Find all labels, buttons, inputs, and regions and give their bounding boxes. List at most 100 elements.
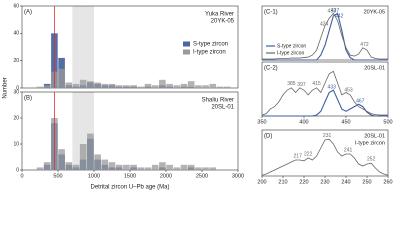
histogram-bar [43, 162, 51, 170]
note: I-type zircon [355, 140, 385, 146]
histogram-bar [137, 167, 145, 170]
histogram-bar [173, 167, 181, 170]
histogram-bar [173, 85, 181, 88]
x-tick-label: 260 [383, 179, 392, 185]
panel-label: (B) [24, 96, 32, 102]
histogram-bar [108, 83, 116, 88]
histogram-bar [187, 164, 195, 170]
histogram-bar [123, 85, 130, 88]
histogram-bar [101, 83, 109, 88]
histogram-bar [36, 167, 44, 170]
x-tick-label: 2000 [160, 173, 172, 179]
x-tick-label: 500 [53, 173, 62, 179]
legend-label: S-type zircon [277, 43, 306, 49]
x-tick-label: 1000 [88, 173, 100, 179]
sample-name: 20SL-01 [211, 105, 234, 111]
legend-label: I-type zircon [277, 50, 304, 56]
sample-name: 20SL-01 [364, 133, 385, 139]
histogram-bar [72, 83, 80, 88]
plot-frame [261, 61, 389, 117]
histogram-bar [87, 81, 94, 88]
histogram-bar [130, 85, 137, 88]
peak-label: 231 [323, 133, 332, 139]
sample-name: 20YK-05 [211, 19, 235, 25]
y-tick-label: 60 [13, 3, 19, 9]
histogram-bar [58, 149, 65, 170]
histogram-bar [137, 86, 145, 88]
panel-label: (C-1) [264, 10, 278, 16]
x-tick-label: 0 [20, 173, 23, 179]
histogram-bar [187, 81, 195, 88]
histogram-bar [79, 79, 87, 88]
histogram-bar [115, 85, 123, 88]
highlight-band [72, 6, 94, 88]
histogram-bar [144, 83, 152, 88]
legend-label: S-type zircon [193, 42, 228, 48]
x-tick-label: 210 [278, 179, 287, 185]
y-tick-label: 20 [13, 115, 19, 121]
peak-label: 252 [367, 157, 376, 163]
peak-label: 424 [320, 21, 329, 27]
plot-frame [261, 5, 389, 61]
x-tick-label: 2500 [196, 173, 208, 179]
peak-label: 397 [297, 82, 306, 88]
x-tick-label: 230 [320, 179, 329, 185]
histogram-bar [130, 164, 137, 170]
peak-label: 433 [328, 84, 337, 90]
density-curve [261, 138, 389, 176]
peak-label: 222 [304, 151, 313, 157]
x-tick-label: 200 [257, 179, 266, 185]
histogram-bar [58, 68, 65, 88]
histogram-bar [65, 82, 73, 88]
histogram-bar [94, 82, 101, 88]
x-tick-label: 500 [383, 119, 392, 125]
histogram-bar [223, 86, 231, 88]
histogram-bar [65, 162, 73, 170]
legend-label: I-type zircon [193, 50, 226, 56]
histogram-bar [79, 144, 87, 170]
x-tick-label: 350 [257, 119, 266, 125]
y-tick-label: 0 [16, 167, 19, 173]
histogram-bar [209, 83, 217, 88]
density-curve [262, 12, 388, 60]
histogram-bar [108, 162, 116, 170]
river-name: Shaliu River [202, 98, 234, 104]
panel-label: (D) [264, 134, 272, 140]
x-tick-label: 1500 [124, 173, 136, 179]
histogram-bar [72, 164, 80, 170]
x-tick-label: 3000 [232, 173, 244, 179]
histogram-bar [180, 164, 188, 170]
peak-label: 217 [294, 153, 303, 159]
y-axis-label: Number [3, 77, 9, 98]
peak-label: 472 [360, 42, 369, 48]
histogram-bar [209, 167, 217, 170]
density-curve [261, 70, 388, 116]
peak-label: 433 [328, 9, 337, 15]
histogram-bar [195, 167, 202, 170]
histogram-bar [159, 79, 166, 88]
histogram-bar [151, 85, 159, 88]
histogram-bar [101, 159, 109, 170]
density-curve [262, 89, 388, 117]
river-name: Yuka River [205, 12, 234, 18]
histogram-bar [144, 167, 152, 170]
legend-swatch [183, 41, 190, 47]
peak-label: 241 [344, 147, 353, 153]
peak-label: 415 [312, 81, 321, 87]
histogram-bar [202, 167, 209, 170]
x-tick-label: 220 [299, 179, 308, 185]
plot-frame [21, 5, 239, 89]
histogram-bar [166, 83, 173, 88]
histogram-bar [180, 83, 188, 88]
histogram-bar [115, 164, 123, 170]
sample-name: 20SL-01 [364, 65, 385, 71]
peak-label: 437 [331, 8, 340, 14]
x-tick-label: 240 [341, 179, 350, 185]
x-axis-label: Detrital zircon U–Pb age (Ma) [90, 185, 169, 191]
histogram-bar [166, 164, 173, 170]
y-tick-label: 40 [13, 31, 19, 37]
peak-label: 467 [356, 99, 365, 105]
peak-label: 385 [287, 81, 296, 87]
histogram-bar [43, 85, 51, 88]
x-tick-label: 450 [341, 119, 350, 125]
